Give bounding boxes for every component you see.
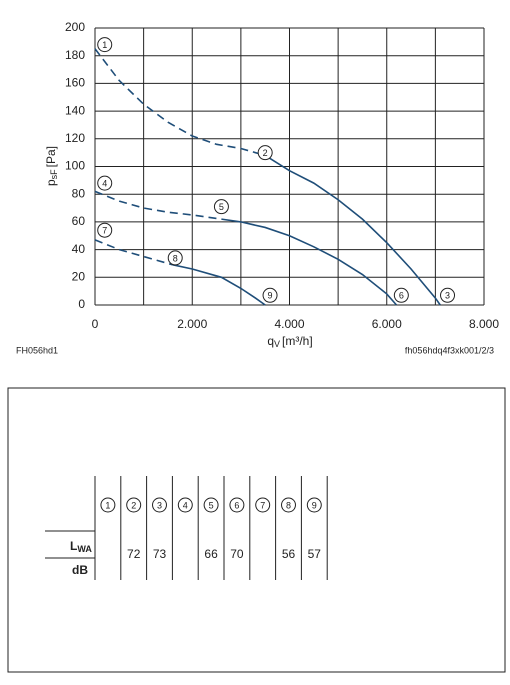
column-header: 4 [183, 500, 188, 510]
table-value: 70 [230, 547, 244, 561]
y-tick-label: 80 [72, 186, 86, 200]
y-label-sub: sF [49, 169, 59, 180]
point-marker [213, 199, 229, 215]
column-header: 3 [157, 500, 162, 510]
point-label: 9 [268, 291, 273, 301]
footer-left: FH056hd1 [16, 345, 58, 355]
x-tick-label: 0 [92, 317, 99, 331]
point-label: 1 [102, 40, 107, 50]
row-label-sub: WA [77, 544, 92, 554]
x-tick-label: 2.000 [177, 317, 207, 331]
y-tick-label: 20 [72, 269, 86, 283]
column-circle [281, 497, 296, 513]
point-label: 4 [102, 178, 107, 188]
column-circle [203, 497, 219, 513]
column-header: 8 [286, 500, 291, 510]
x-tick-label: 6.000 [372, 317, 402, 331]
y-tick-label: 180 [65, 48, 85, 62]
table-frame [7, 387, 506, 673]
point-marker [97, 175, 113, 191]
curve [221, 218, 398, 306]
x-axis-label: qV [m³/h] [267, 334, 312, 349]
y-tick-label: 0 [78, 297, 85, 311]
point-label: 2 [263, 148, 268, 158]
row-unit: dB [72, 563, 88, 577]
footer-right: fh056hdq4f3xk001/2/3 [405, 345, 494, 355]
point-marker [97, 37, 113, 53]
point-marker [167, 250, 183, 266]
curve [172, 264, 266, 306]
point-marker [440, 287, 456, 303]
y-axis-label: psF [Pa] [44, 146, 59, 186]
curve [264, 154, 441, 306]
y-tick-label: 140 [65, 103, 85, 117]
y-tick-label: 100 [65, 159, 85, 173]
x-tick-label: 4.000 [274, 317, 304, 331]
x-tick-label: 8.000 [469, 317, 499, 331]
column-circle [255, 497, 271, 513]
column-header: 6 [234, 500, 239, 510]
table-value: 56 [282, 547, 296, 561]
column-header: 2 [131, 500, 136, 510]
point-marker [97, 222, 113, 238]
column-circle [229, 497, 245, 513]
point-label: 8 [173, 253, 178, 263]
y-tick-label: 40 [72, 242, 86, 256]
x-label-sub: V [274, 339, 280, 349]
point-label: 6 [399, 291, 404, 301]
y-tick-label: 60 [72, 214, 86, 228]
row-label-main: L [70, 539, 77, 553]
column-circle [306, 497, 322, 513]
y-label-unit: [Pa] [44, 146, 58, 167]
point-marker [393, 287, 409, 303]
table-value: 72 [127, 547, 141, 561]
y-tick-label: 120 [65, 131, 85, 145]
y-tick-label: 160 [65, 76, 85, 90]
curve [94, 48, 266, 157]
column-header: 1 [105, 500, 110, 510]
table-value: 73 [153, 547, 167, 561]
point-marker [262, 287, 278, 303]
x-label-main: q [267, 334, 274, 348]
column-circle [152, 497, 167, 513]
curve [94, 239, 174, 266]
column-header: 9 [312, 500, 317, 510]
column-header: 5 [209, 500, 214, 510]
curve [94, 190, 222, 220]
column-circle [126, 497, 142, 513]
column-circle [100, 497, 116, 513]
row-label: LWA [70, 539, 92, 554]
point-label: 5 [219, 202, 224, 212]
column-header: 7 [260, 500, 265, 510]
point-marker [257, 145, 273, 161]
point-label: 7 [102, 226, 107, 236]
y-tick-label: 200 [65, 20, 85, 34]
column-circle [177, 497, 193, 513]
x-label-unit: [m³/h] [282, 334, 313, 348]
table-value: 66 [204, 547, 218, 561]
table-value: 57 [308, 547, 322, 561]
y-label-main: p [44, 179, 58, 186]
point-label: 3 [445, 291, 450, 301]
